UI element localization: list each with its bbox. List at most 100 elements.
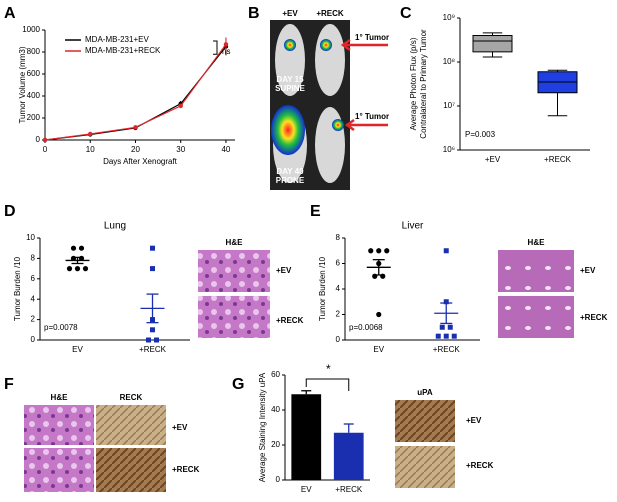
row-label: +EV (276, 266, 292, 275)
panel-label: E (310, 203, 321, 220)
y-tick-label: 8 (336, 233, 341, 242)
point (133, 125, 138, 130)
row-label: +RECK (172, 465, 200, 474)
y-tick-label: 10 (26, 233, 35, 242)
row-label: PRONE (276, 176, 305, 185)
point (223, 42, 229, 47)
point (443, 299, 449, 305)
row-label: +RECK (276, 316, 304, 325)
y-tick-label: 0 (36, 135, 41, 144)
annotation: p=0.0078 (44, 323, 78, 332)
y-tick-label: 200 (27, 113, 41, 122)
panel-label: B (248, 5, 260, 22)
image-title: H&E (226, 238, 244, 247)
y-tick-label: 2 (336, 310, 341, 319)
y-axis-label: Average Photon Flux (p/s) (409, 37, 418, 130)
y-tick-label: 10⁷ (443, 101, 455, 110)
chart-title: Liver (402, 221, 424, 232)
row-label: DAY 40 (276, 167, 304, 176)
point (88, 131, 93, 137)
y-tick-label: 8 (31, 254, 36, 263)
y-tick-label: 4 (336, 284, 341, 293)
point (146, 337, 151, 343)
annotation: p=0.0068 (349, 323, 383, 332)
image-title: H&E (528, 238, 546, 247)
column-label: H&E (51, 393, 69, 402)
arrow-label: 1° Tumor (355, 33, 389, 42)
y-tick-label: 60 (271, 370, 280, 379)
y-tick-label: 800 (27, 47, 41, 56)
y-axis-label: Contralateral to Primary Tumor (419, 29, 428, 139)
x-tick-label: EV (301, 485, 312, 494)
chart-title: Lung (104, 221, 126, 232)
y-tick-label: 40 (271, 405, 280, 414)
point (435, 333, 441, 339)
point (42, 137, 48, 143)
x-tick-label: EV (373, 345, 384, 354)
y-tick-label: 1000 (22, 25, 40, 34)
y-tick-label: 10⁹ (443, 13, 455, 22)
y-tick-label: 0 (336, 335, 341, 344)
legend-label: MDA-MB-231+RECK (85, 46, 161, 55)
x-tick-label: 10 (86, 145, 95, 154)
row-label: +RECK (580, 313, 608, 322)
point (178, 103, 183, 109)
x-tick-label: 0 (43, 145, 48, 154)
point (443, 333, 449, 339)
x-tick-label: +RECK (139, 345, 167, 354)
y-tick-label: 400 (27, 91, 41, 100)
point (443, 248, 449, 254)
annotation: * (326, 362, 331, 376)
annotation: P=0.003 (465, 130, 496, 139)
y-tick-label: 6 (31, 274, 36, 283)
y-tick-label: 2 (31, 315, 36, 324)
panel-label: G (232, 376, 244, 393)
x-tick-label: 40 (221, 145, 230, 154)
mouse-images (270, 20, 388, 190)
point (82, 266, 89, 272)
x-tick-label: +RECK (544, 155, 572, 164)
point (74, 266, 81, 272)
row-label: +RECK (466, 461, 494, 470)
column-label: +EV (282, 9, 298, 18)
bar (291, 394, 322, 480)
image-title: uPA (417, 388, 433, 397)
y-tick-label: 20 (271, 440, 280, 449)
y-tick-label: 0 (31, 335, 36, 344)
y-tick-label: 6 (336, 259, 341, 268)
x-tick-label: +EV (485, 155, 501, 164)
x-tick-label: +RECK (433, 345, 461, 354)
point (78, 245, 85, 251)
point (384, 248, 390, 254)
x-tick-label: 30 (176, 145, 185, 154)
column-label: RECK (120, 393, 143, 402)
point (150, 266, 155, 272)
histology-images (24, 250, 574, 492)
point (70, 245, 77, 251)
y-tick-label: 10⁶ (443, 145, 455, 154)
point (376, 311, 382, 318)
panel-label: F (4, 376, 14, 393)
y-axis-label: Tumor Burden /10 (13, 256, 22, 321)
x-axis-label: Days After Xenograft (103, 157, 178, 166)
row-label: +EV (172, 423, 188, 432)
point (66, 266, 73, 272)
box (472, 35, 513, 53)
panel-label: D (4, 203, 16, 220)
y-tick-label: 10⁸ (443, 57, 455, 66)
bar (333, 432, 364, 480)
point (439, 324, 445, 330)
legend-label: MDA-MB-231+EV (85, 35, 149, 44)
x-tick-label: 20 (131, 145, 140, 154)
y-axis-label: Average Staining Intensity uPA (258, 372, 267, 482)
point (150, 327, 155, 333)
point (376, 248, 382, 254)
row-label: SUPINE (275, 84, 305, 93)
y-tick-label: 600 (27, 69, 41, 78)
point (150, 245, 155, 251)
point (368, 248, 374, 254)
y-axis-label: Tumor Volume (mm3) (18, 46, 27, 123)
y-tick-label: 4 (31, 294, 36, 303)
row-label: +EV (580, 266, 596, 275)
